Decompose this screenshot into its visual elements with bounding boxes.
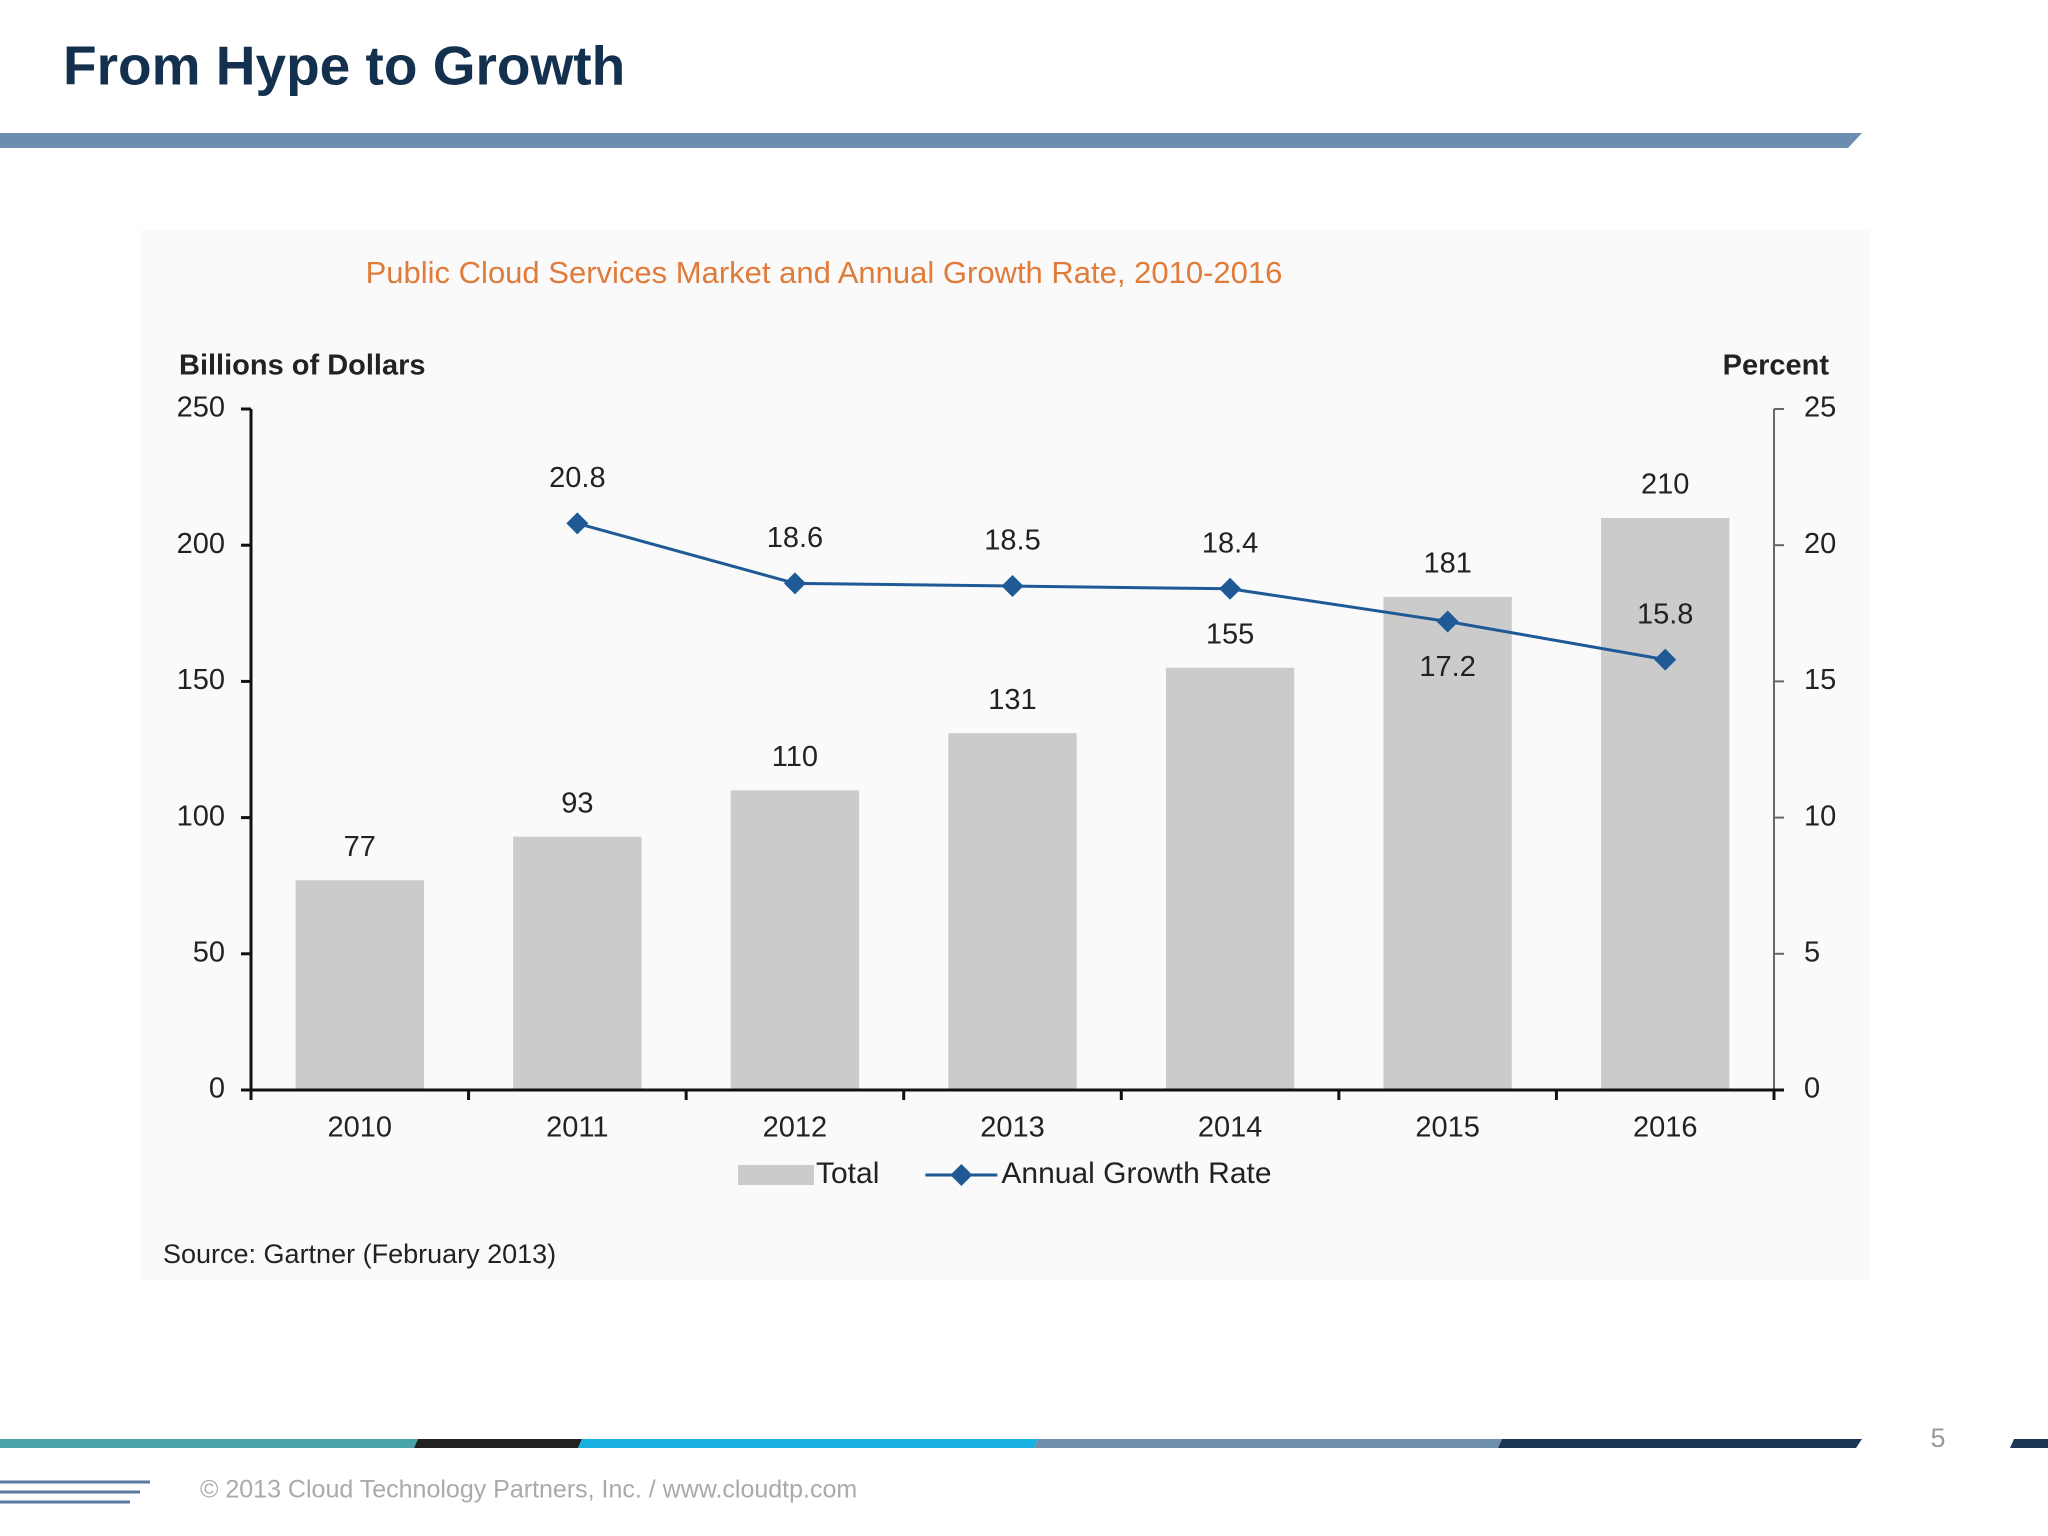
line-marker (566, 512, 589, 535)
footer-bar (0, 1439, 2048, 1448)
legend-marker (950, 1164, 973, 1186)
page-number: 5 (1930, 1423, 1945, 1453)
x-tick-label: 2016 (1633, 1112, 1698, 1144)
y2-tick-label: 20 (1804, 528, 1836, 560)
legend-label: Annual Growth Rate (1001, 1157, 1271, 1190)
header-band (0, 133, 1862, 148)
legend-swatch (738, 1165, 814, 1185)
y2-tick-label: 25 (1804, 392, 1836, 424)
bar-value-label: 155 (1206, 618, 1254, 650)
line-value-label: 17.2 (1419, 651, 1475, 683)
bar (513, 836, 642, 1090)
y-tick-label: 250 (177, 392, 225, 424)
slide-title: From Hype to Growth (63, 35, 625, 97)
line-marker (1001, 575, 1024, 598)
bar-value-label: 77 (344, 831, 376, 863)
y-tick-label: 0 (209, 1073, 225, 1105)
bar-value-label: 110 (772, 741, 818, 773)
bar (1601, 517, 1730, 1090)
x-tick-label: 2013 (980, 1112, 1045, 1144)
bar (1383, 596, 1512, 1090)
legend-label: Total (816, 1157, 879, 1190)
bar (295, 880, 424, 1090)
bar-value-label: 181 (1423, 548, 1471, 580)
line-value-label: 18.4 (1202, 527, 1258, 559)
line-marker (783, 572, 806, 595)
y-tick-label: 100 (177, 800, 225, 832)
x-tick-label: 2015 (1415, 1112, 1480, 1144)
bar-value-label: 131 (988, 684, 1036, 716)
bar (730, 790, 860, 1090)
line-marker (1436, 610, 1459, 633)
x-tick-label: 2011 (546, 1112, 608, 1144)
bar (948, 733, 1077, 1090)
y2-tick-label: 0 (1804, 1073, 1820, 1105)
line-marker (1654, 648, 1677, 671)
y-axis-label: Billions of Dollars (179, 350, 426, 382)
x-tick-label: 2012 (763, 1112, 828, 1144)
logo (0, 1480, 150, 1504)
line-value-label: 18.5 (984, 525, 1040, 557)
bar-value-label: 93 (561, 787, 593, 819)
x-tick-label: 2010 (328, 1112, 393, 1144)
x-tick-label: 2014 (1198, 1112, 1263, 1144)
line-marker (1219, 577, 1242, 600)
line-value-label: 15.8 (1637, 598, 1693, 630)
y2-tick-label: 15 (1804, 664, 1836, 696)
y2-tick-label: 10 (1804, 800, 1836, 832)
chart-title: Public Cloud Services Market and Annual … (366, 255, 1283, 290)
footer-text: © 2013 Cloud Technology Partners, Inc. /… (200, 1476, 857, 1504)
bar (1165, 667, 1295, 1090)
y-tick-label: 200 (177, 528, 225, 560)
y2-tick-label: 5 (1804, 936, 1820, 968)
y-tick-label: 150 (177, 664, 225, 696)
y-tick-label: 50 (193, 936, 225, 968)
bar-value-label: 210 (1641, 469, 1689, 501)
y2-axis-label: Percent (1723, 350, 1830, 382)
line-value-label: 18.6 (767, 522, 823, 554)
source: Source: Gartner (February 2013) (163, 1239, 556, 1269)
line-value-label: 20.8 (549, 462, 605, 494)
line (576, 521, 1666, 662)
